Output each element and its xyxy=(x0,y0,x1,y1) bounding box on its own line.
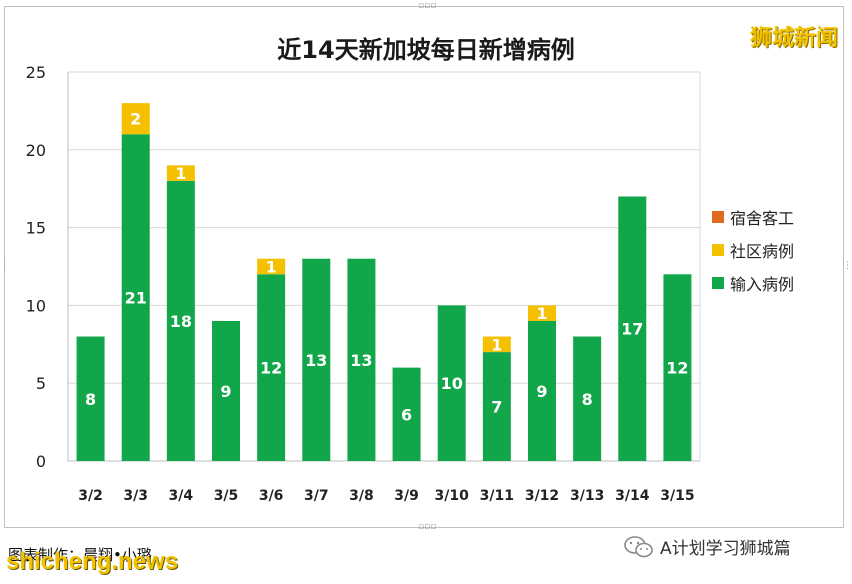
site-watermark: shicheng.news xyxy=(6,548,179,575)
x-tick-label: 3/10 xyxy=(435,488,470,504)
legend-swatch-imported xyxy=(712,276,724,289)
legend-item-community: 社区病例 xyxy=(712,233,794,266)
legend-item-imported: 输入病例 xyxy=(712,266,794,299)
data-label: 2 xyxy=(130,110,141,129)
data-label: 1 xyxy=(266,258,277,277)
data-label: 9 xyxy=(220,382,231,401)
data-label: 18 xyxy=(170,312,192,331)
x-tick-label: 3/4 xyxy=(169,488,194,504)
bar-segment xyxy=(257,274,286,461)
x-tick-label: 3/5 xyxy=(214,488,239,504)
data-label: 1 xyxy=(536,304,547,323)
data-label: 21 xyxy=(125,289,147,308)
data-label: 13 xyxy=(305,351,327,370)
data-label: 10 xyxy=(441,374,463,393)
bar-segment xyxy=(663,274,692,461)
wechat-attribution: A计划学习狮城篇 xyxy=(624,534,791,559)
data-label: 12 xyxy=(666,359,688,378)
resize-handle-left[interactable]: ⋮ xyxy=(0,261,9,271)
resize-handle-top[interactable]: ▫▫▫ xyxy=(418,1,437,11)
bar-segment xyxy=(166,180,195,462)
y-tick-label: 20 xyxy=(26,141,46,160)
x-tick-label: 3/8 xyxy=(349,488,374,504)
resize-handle-bottom[interactable]: ▫▫▫ xyxy=(418,522,437,532)
data-label: 13 xyxy=(350,351,372,370)
bar-segment xyxy=(618,196,647,462)
bar-segment xyxy=(212,320,240,461)
x-tick-label: 3/13 xyxy=(570,488,604,504)
bar-segment xyxy=(302,258,331,461)
data-label: 17 xyxy=(621,320,643,339)
data-label: 8 xyxy=(85,390,96,409)
legend-swatch-community xyxy=(712,243,724,256)
wechat-icon xyxy=(624,535,653,557)
x-tick-label: 3/11 xyxy=(480,488,514,504)
x-tick-label: 3/9 xyxy=(394,488,419,504)
bar-segment xyxy=(257,258,286,275)
legend-item-dormitory: 宿舍客工 xyxy=(712,200,794,233)
chart-title: 近14天新加坡每日新增病例 xyxy=(277,36,575,64)
y-tick-label: 25 xyxy=(26,63,46,82)
bar-segment xyxy=(166,165,195,181)
data-label: 7 xyxy=(491,398,502,417)
chart-caption: 图表制作：晨翔•小璐 xyxy=(8,546,152,564)
resize-handle-right[interactable]: ⋮ xyxy=(843,261,852,271)
data-label: 1 xyxy=(491,335,502,354)
bar-segment xyxy=(392,367,421,461)
bar-segment xyxy=(121,134,150,462)
legend-swatch-dormitory xyxy=(712,210,724,223)
wechat-account-name: A计划学习狮城篇 xyxy=(660,539,791,559)
x-tick-label: 3/12 xyxy=(525,488,559,504)
data-label: 9 xyxy=(536,382,547,401)
x-tick-label: 3/2 xyxy=(78,488,103,504)
bar-segment xyxy=(437,305,466,461)
y-tick-label: 15 xyxy=(26,219,46,238)
bar-segment xyxy=(482,352,511,461)
x-tick-label: 3/15 xyxy=(660,488,694,504)
y-tick-label: 0 xyxy=(36,452,46,471)
x-tick-label: 3/14 xyxy=(615,488,650,504)
bar-segment xyxy=(528,305,556,321)
y-tick-label: 10 xyxy=(26,296,46,315)
x-tick-label: 3/6 xyxy=(259,488,284,504)
bar-chart: 051015202583/22123/31813/493/51213/6133/… xyxy=(26,63,701,504)
bar-segment xyxy=(528,320,556,461)
plot-area xyxy=(67,71,701,462)
bar-segment xyxy=(347,258,376,461)
legend-label-dormitory: 宿舍客工 xyxy=(730,208,795,228)
legend-label-community: 社区病例 xyxy=(730,241,795,261)
bar-segment xyxy=(482,336,511,353)
y-tick-label: 5 xyxy=(36,374,46,393)
bar-segment xyxy=(121,103,150,135)
legend-label-imported: 输入病例 xyxy=(730,274,795,294)
bar-segment xyxy=(76,336,105,461)
brand-logo: 狮城新闻 xyxy=(749,26,838,51)
x-tick-label: 3/3 xyxy=(123,488,148,504)
x-tick-label: 3/7 xyxy=(304,488,329,504)
bar-segment xyxy=(573,336,602,461)
data-label: 8 xyxy=(582,390,593,409)
chart-legend: 宿舍客工 社区病例 输入病例 xyxy=(712,200,794,299)
data-label: 6 xyxy=(401,405,412,424)
data-label: 1 xyxy=(175,164,186,183)
data-label: 12 xyxy=(260,359,282,378)
